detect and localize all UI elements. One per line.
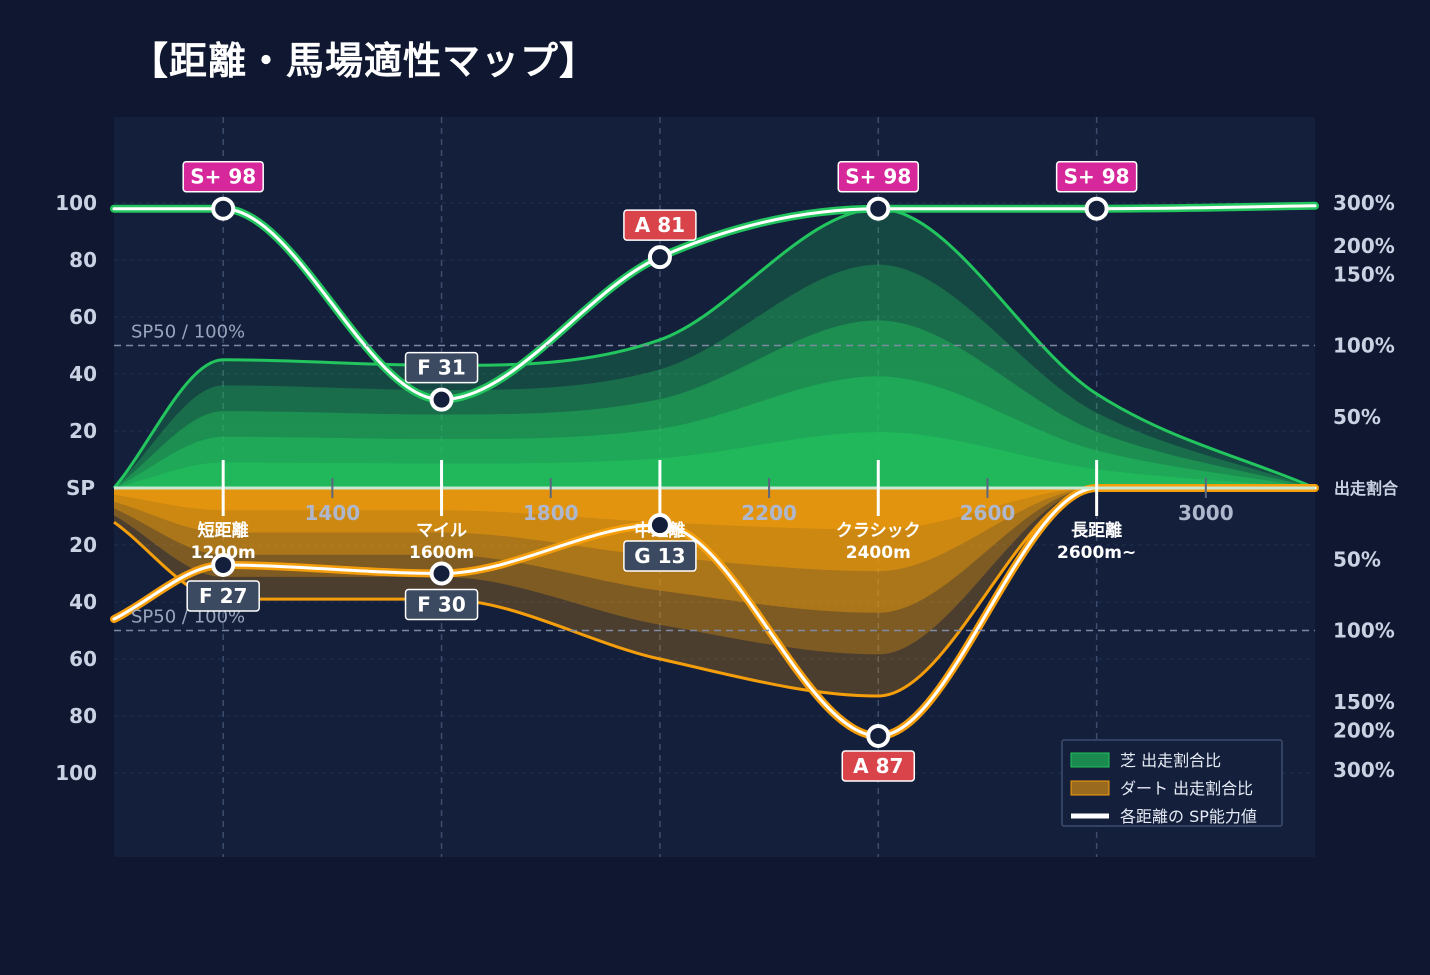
left-tick-label: 20	[69, 419, 97, 443]
legend-swatch	[1070, 780, 1110, 796]
badge-label: A 81	[635, 213, 685, 237]
legend-swatch	[1070, 752, 1110, 768]
dirt-ratio-band	[114, 488, 1315, 655]
turf-sp-badge: S+ 98	[837, 160, 920, 193]
turf-ratio-band	[114, 432, 1315, 488]
badge-label: G 13	[634, 544, 685, 568]
turf-sp-point	[211, 196, 236, 221]
legend-label: ダート 出走割合比	[1120, 779, 1253, 798]
badge-box	[186, 580, 260, 612]
category-distance: 2400m	[846, 543, 911, 563]
left-tick-label: 100	[55, 191, 97, 215]
turf-sp-badge: F 31	[404, 351, 479, 384]
badge-label: F 27	[199, 584, 247, 608]
ratio-areas	[112, 207, 1316, 698]
dirt-sp-point	[647, 513, 672, 538]
reference-label: SP50 / 100%	[131, 322, 245, 343]
x-tick-label: 3000	[1178, 501, 1234, 525]
turf-ratio-band	[114, 320, 1315, 488]
right-tick-label: 150%	[1333, 262, 1395, 286]
badge-label: S+ 98	[845, 165, 911, 189]
badge-box	[837, 160, 920, 193]
category-distance: 1600m	[409, 543, 474, 563]
category-distance: 2600m~	[1057, 543, 1136, 563]
category-label: マイル	[416, 521, 467, 541]
turf-sp-badge: S+ 98	[182, 160, 264, 193]
axes: SP50 / 100% SP50 / 100% 100 80 60 40 20 SP 20 40 6…	[55, 191, 1399, 785]
right-tick-label: 200%	[1333, 234, 1395, 258]
dirt-ratio-band	[114, 488, 1315, 613]
sp-points: S+ 98 F 31 A 81 S+ 98 S+ 98 F 27 F 30 G 13 A 87	[182, 160, 1138, 782]
right-tick-label: 100%	[1333, 619, 1395, 643]
category-label: 短距離	[198, 520, 249, 541]
dirt-sp-badge: F 30	[404, 588, 479, 621]
reference-label: SP50 / 100%	[131, 607, 245, 628]
x-tick-label: 2600	[960, 501, 1016, 525]
left-tick-label: 80	[69, 248, 97, 272]
badge-box	[623, 540, 697, 572]
turf-sp-point	[429, 387, 454, 412]
legend-box	[1061, 739, 1283, 827]
x-tick-label: 1400	[305, 501, 361, 525]
turf-sp-badge: A 81	[623, 209, 697, 241]
left-tick-label: 80	[69, 704, 97, 728]
left-tick-label: 60	[69, 647, 97, 671]
turf-sp-point	[866, 196, 891, 221]
right-tick-label: 300%	[1333, 758, 1395, 782]
left-zero-label: SP	[66, 476, 95, 500]
dirt-sp-point	[866, 723, 891, 748]
badge-box	[182, 160, 264, 193]
badge-box	[841, 750, 916, 782]
right-tick-label: 150%	[1333, 690, 1395, 714]
badge-label: F 31	[417, 356, 465, 380]
right-tick-label: 300%	[1333, 191, 1395, 215]
dirt-sp-badge: G 13	[623, 540, 697, 572]
dirt-sp-badge: A 87	[841, 750, 916, 782]
left-tick-label: 40	[69, 362, 97, 386]
dirt-sp-point	[211, 552, 236, 577]
right-tick-label: 100%	[1333, 334, 1395, 358]
badge-box	[1055, 160, 1138, 193]
x-tick-label: 2200	[741, 501, 797, 525]
left-tick-label: 100	[55, 761, 97, 785]
legend-label: 各距離の SP能力値	[1120, 807, 1257, 826]
turf-sp-point	[1084, 196, 1109, 221]
badge-label: F 30	[417, 593, 465, 617]
badge-box	[404, 588, 479, 621]
left-tick-label: 40	[69, 590, 97, 614]
dirt-sp-badge: F 27	[186, 580, 260, 612]
right-tick-label: 50%	[1333, 405, 1381, 429]
turf-ratio-outline	[112, 207, 1316, 490]
badge-box	[404, 351, 479, 384]
category-label: 長距離	[1071, 520, 1122, 541]
turf-ratio-band	[114, 208, 1315, 488]
left-tick-label: 60	[69, 305, 97, 329]
x-tick-label: 1800	[523, 501, 579, 525]
dirt-ratio-band	[114, 488, 1315, 696]
turf-sp-badge: S+ 98	[1055, 160, 1138, 193]
dirt-ratio-band	[114, 488, 1315, 530]
badge-label: S+ 98	[190, 165, 256, 189]
chart-title: 【距離・馬場適性マップ】	[130, 39, 599, 83]
badge-label: S+ 98	[1064, 165, 1130, 189]
right-zero-label: 出走割合	[1334, 479, 1399, 498]
dirt-sp-point	[429, 561, 454, 586]
right-tick-label: 200%	[1333, 718, 1395, 742]
turf-ratio-band	[114, 264, 1315, 488]
turf-sp-point	[647, 245, 672, 270]
right-tick-label: 50%	[1333, 547, 1381, 571]
category-label: クラシック	[836, 521, 921, 541]
badge-label: A 87	[853, 754, 903, 778]
legend-label: 芝 出走割合比	[1120, 751, 1221, 770]
left-tick-label: 20	[69, 533, 97, 557]
badge-box	[623, 209, 697, 241]
